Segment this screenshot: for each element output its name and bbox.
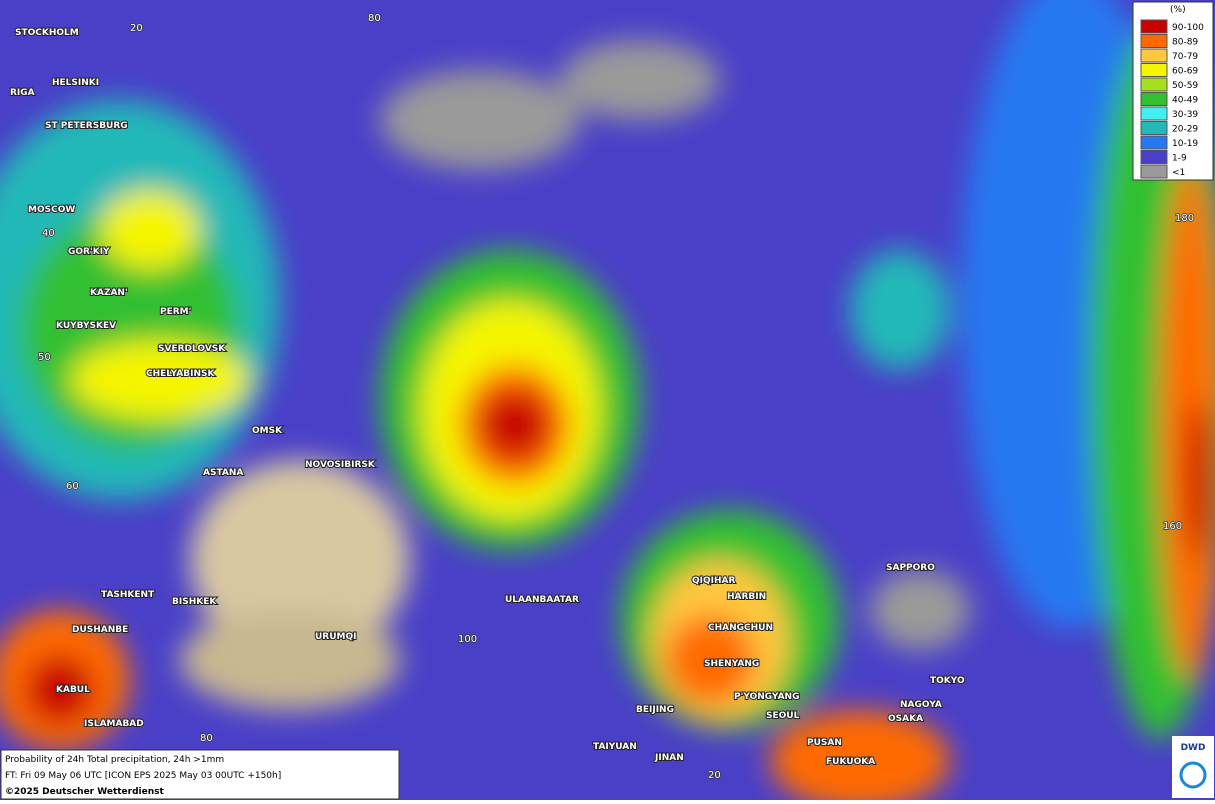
legend-title: (%) xyxy=(1170,5,1186,15)
city-label: BISHKEK xyxy=(172,597,217,607)
city-label: OSAKA xyxy=(888,714,923,724)
legend-label: 70-79 xyxy=(1172,52,1198,62)
city-label: HARBIN xyxy=(727,592,766,602)
city-label: TASHKENT xyxy=(101,590,155,600)
grid-label: 80 xyxy=(368,13,381,24)
city-label: BEIJING xyxy=(636,705,674,715)
legend-label: 80-89 xyxy=(1172,38,1198,48)
city-label: ULAANBAATAR xyxy=(505,595,579,605)
legend-swatch xyxy=(1140,106,1168,121)
legend-swatch xyxy=(1140,48,1168,63)
city-label: CHELYABINSK xyxy=(146,369,215,379)
footer: Probability of 24h Total precipitation, … xyxy=(0,749,400,800)
city-label: SVERDLOVSK xyxy=(158,344,226,354)
city-label: FUKUOKA xyxy=(826,757,875,767)
grid-label: 20 xyxy=(708,770,721,781)
city-label: SAPPORO xyxy=(886,563,935,573)
city-label: NOVOSIBIRSK xyxy=(305,460,376,470)
grid-label: 160 xyxy=(1163,521,1182,532)
legend-label: 1-9 xyxy=(1172,154,1187,164)
city-label: CHANGCHUN xyxy=(708,623,773,633)
legend-swatch xyxy=(1140,34,1168,48)
legend-label: 30-39 xyxy=(1172,110,1198,120)
city-label: PERM' xyxy=(160,307,191,317)
city-label: TAIYUAN xyxy=(593,742,637,752)
legend-swatch xyxy=(1140,121,1168,135)
city-label: ISLAMABAD xyxy=(84,719,144,729)
city-label: P'YONGYANG xyxy=(734,692,799,702)
legend-label: 50-59 xyxy=(1172,81,1198,91)
legend-label: 90-100 xyxy=(1172,23,1204,33)
city-label: PUSAN xyxy=(807,738,842,748)
grid-label: 40 xyxy=(42,228,55,239)
city-label: DUSHANBE xyxy=(72,625,128,635)
legend-swatch xyxy=(1140,164,1168,179)
grid-label: 80 xyxy=(200,733,213,744)
legend-swatch xyxy=(1140,92,1168,106)
city-label: OMSK xyxy=(252,426,283,436)
city-label: KABUL xyxy=(56,685,90,695)
city-label: JINAN xyxy=(654,753,684,763)
logo: DWD xyxy=(1172,736,1214,798)
footer-title: Probability of 24h Total precipitation, … xyxy=(5,755,224,765)
grid-label: 50 xyxy=(38,352,51,363)
legend-swatch xyxy=(1140,150,1168,164)
footer-forecast: FT: Fri 09 May 06 UTC [ICON EPS 2025 May… xyxy=(5,771,281,781)
city-label: SEOUL xyxy=(766,711,800,721)
city-label: SHENYANG xyxy=(704,659,759,669)
city-label: HELSINKI xyxy=(52,78,99,88)
city-label: KAZAN' xyxy=(90,288,128,298)
legend-swatch xyxy=(1140,19,1168,34)
legend-label: 10-19 xyxy=(1172,139,1198,149)
footer-copyright: ©2025 Deutscher Wetterdienst xyxy=(5,787,164,797)
logo-text: DWD xyxy=(1181,743,1206,753)
city-label: ST PETERSBURG xyxy=(45,121,128,131)
city-label: TOKYO xyxy=(930,676,965,686)
city-label: NAGOYA xyxy=(900,700,942,710)
legend: (%) 90-100 80-89 70-79 60-69 50-59 40-49 30-39… xyxy=(1132,1,1214,181)
grid-label: 20 xyxy=(130,23,143,34)
legend-label: 60-69 xyxy=(1172,67,1198,77)
grid-label: 100 xyxy=(458,634,477,645)
legend-label: <1 xyxy=(1172,168,1185,178)
legend-swatch xyxy=(1140,135,1168,150)
legend-swatch xyxy=(1140,63,1168,77)
city-label: MOSCOW xyxy=(28,205,75,215)
legend-label: 20-29 xyxy=(1172,125,1198,135)
legend-label: 40-49 xyxy=(1172,96,1198,106)
grid-label: 180 xyxy=(1175,213,1194,224)
city-label: QIQIHAR xyxy=(692,576,735,586)
city-label: KUYBYSKEV xyxy=(56,321,116,331)
legend-swatch xyxy=(1140,77,1168,92)
city-label: ASTANA xyxy=(203,468,243,478)
city-label: URUMQI xyxy=(315,632,357,642)
city-label: RIGA xyxy=(10,88,35,98)
city-label: STOCKHOLM xyxy=(15,28,79,38)
grid-label: 60 xyxy=(66,481,79,492)
city-label: GOR'KIY xyxy=(68,247,110,257)
